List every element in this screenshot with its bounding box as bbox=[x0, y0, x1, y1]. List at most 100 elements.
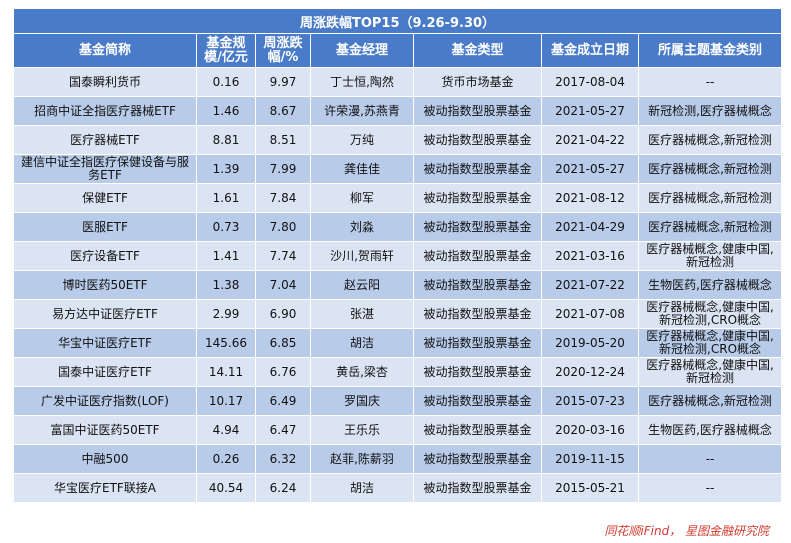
table-row: 医服ETF 0.73 7.80 刘淼 被动指数型股票基金 2021-04-29 医疗器械概念… bbox=[13, 212, 783, 242]
header-fund-manager: 基金经理 bbox=[310, 33, 414, 68]
cell-theme-category: 医疗器械概念,健康中国,新冠检测 bbox=[637, 241, 783, 271]
table-row: 国泰中证医疗ETF 14.11 6.76 黄岳,梁杏 被动指数型股票基金 2020-12-… bbox=[13, 357, 783, 387]
cell-weekly-change: 8.67 bbox=[255, 96, 311, 126]
cell-weekly-change: 7.04 bbox=[255, 270, 311, 300]
cell-inception-date: 2020-03-16 bbox=[541, 415, 639, 445]
cell-weekly-change: 6.24 bbox=[255, 473, 311, 503]
table-title-row: 周涨跌幅TOP15（9.26-9.30） bbox=[12, 8, 783, 34]
cell-fund-type: 被动指数型股票基金 bbox=[413, 415, 542, 445]
cell-theme-category: 生物医药,医疗器械概念 bbox=[637, 270, 783, 300]
cell-fund-name: 中融500 bbox=[13, 444, 197, 474]
cell-fund-size: 1.38 bbox=[196, 270, 256, 300]
cell-fund-type: 被动指数型股票基金 bbox=[413, 212, 542, 242]
cell-fund-manager: 黄岳,梁杏 bbox=[310, 357, 414, 387]
cell-fund-size: 10.17 bbox=[196, 386, 256, 416]
cell-fund-manager: 赵菲,陈薪羽 bbox=[310, 444, 414, 474]
header-inception-date: 基金成立日期 bbox=[541, 33, 639, 68]
cell-fund-name: 招商中证全指医疗器械ETF bbox=[13, 96, 197, 126]
cell-fund-type: 被动指数型股票基金 bbox=[413, 270, 542, 300]
cell-fund-name: 建信中证全指医疗保健设备与服务ETF bbox=[13, 154, 197, 184]
cell-theme-category: -- bbox=[637, 67, 783, 97]
cell-theme-category: 生物医药,医疗器械概念 bbox=[637, 415, 783, 445]
cell-weekly-change: 6.76 bbox=[255, 357, 311, 387]
cell-inception-date: 2021-04-22 bbox=[541, 125, 639, 155]
cell-fund-name: 国泰中证医疗ETF bbox=[13, 357, 197, 387]
cell-fund-name: 医服ETF bbox=[13, 212, 197, 242]
table-row: 建信中证全指医疗保健设备与服务ETF 1.39 7.99 龚佳佳 被动指数型股票基金 20… bbox=[13, 154, 783, 184]
cell-fund-size: 0.26 bbox=[196, 444, 256, 474]
cell-theme-category: 医疗器械概念,新冠检测 bbox=[637, 183, 783, 213]
cell-fund-manager: 刘淼 bbox=[310, 212, 414, 242]
cell-fund-manager: 王乐乐 bbox=[310, 415, 414, 445]
cell-weekly-change: 8.51 bbox=[255, 125, 311, 155]
cell-theme-category: 医疗器械概念,健康中国,新冠检测,CRO概念 bbox=[637, 299, 783, 329]
cell-theme-category: 医疗器械概念,新冠检测 bbox=[637, 154, 783, 184]
cell-inception-date: 2021-04-29 bbox=[541, 212, 639, 242]
table-row: 医疗器械ETF 8.81 8.51 万纯 被动指数型股票基金 2021-04-22 医疗器械… bbox=[13, 125, 783, 155]
cell-weekly-change: 9.97 bbox=[255, 67, 311, 97]
header-fund-size: 基金规模/亿元 bbox=[196, 33, 256, 68]
table-row: 易方达中证医疗ETF 2.99 6.90 张湛 被动指数型股票基金 2021-07-08 医… bbox=[13, 299, 783, 329]
cell-inception-date: 2021-05-27 bbox=[541, 96, 639, 126]
cell-weekly-change: 6.49 bbox=[255, 386, 311, 416]
cell-fund-type: 被动指数型股票基金 bbox=[413, 183, 542, 213]
cell-theme-category: 医疗器械概念,新冠检测 bbox=[637, 386, 783, 416]
cell-inception-date: 2021-07-22 bbox=[541, 270, 639, 300]
cell-weekly-change: 6.47 bbox=[255, 415, 311, 445]
cell-fund-type: 货币市场基金 bbox=[413, 67, 542, 97]
table-title: 周涨跌幅TOP15（9.26-9.30） bbox=[12, 8, 783, 34]
cell-fund-name: 医疗设备ETF bbox=[13, 241, 197, 271]
cell-fund-size: 2.99 bbox=[196, 299, 256, 329]
header-theme-category: 所属主题基金类别 bbox=[637, 33, 783, 68]
cell-fund-name: 保健ETF bbox=[13, 183, 197, 213]
cell-fund-type: 被动指数型股票基金 bbox=[413, 299, 542, 329]
cell-inception-date: 2021-03-16 bbox=[541, 241, 639, 271]
cell-fund-size: 40.54 bbox=[196, 473, 256, 503]
header-fund-type: 基金类型 bbox=[413, 33, 542, 68]
cell-fund-manager: 胡洁 bbox=[310, 328, 414, 358]
cell-fund-manager: 龚佳佳 bbox=[310, 154, 414, 184]
cell-weekly-change: 6.90 bbox=[255, 299, 311, 329]
cell-inception-date: 2021-07-08 bbox=[541, 299, 639, 329]
cell-theme-category: 医疗器械概念,健康中国,新冠检测,CRO概念 bbox=[637, 328, 783, 358]
cell-fund-name: 富国中证医药50ETF bbox=[13, 415, 197, 445]
cell-fund-size: 1.39 bbox=[196, 154, 256, 184]
cell-inception-date: 2021-08-12 bbox=[541, 183, 639, 213]
cell-fund-manager: 胡洁 bbox=[310, 473, 414, 503]
table-row: 中融500 0.26 6.32 赵菲,陈薪羽 被动指数型股票基金 2019-11-15 -- bbox=[13, 444, 783, 474]
cell-fund-type: 被动指数型股票基金 bbox=[413, 154, 542, 184]
cell-fund-type: 被动指数型股票基金 bbox=[413, 328, 542, 358]
cell-theme-category: 医疗器械概念,新冠检测 bbox=[637, 125, 783, 155]
cell-fund-manager: 丁士恒,陶然 bbox=[310, 67, 414, 97]
cell-fund-size: 0.73 bbox=[196, 212, 256, 242]
table-row: 华宝医疗ETF联接A 40.54 6.24 胡洁 被动指数型股票基金 2015-05-21… bbox=[13, 473, 783, 503]
cell-fund-type: 被动指数型股票基金 bbox=[413, 125, 542, 155]
cell-fund-manager: 许荣漫,苏燕青 bbox=[310, 96, 414, 126]
cell-inception-date: 2015-07-23 bbox=[541, 386, 639, 416]
source-note: 同花顺iFind， 星图金融研究院 bbox=[604, 524, 769, 538]
cell-fund-manager: 万纯 bbox=[310, 125, 414, 155]
cell-fund-type: 被动指数型股票基金 bbox=[413, 241, 542, 271]
cell-fund-type: 被动指数型股票基金 bbox=[413, 357, 542, 387]
table-row: 国泰瞬利货币 0.16 9.97 丁士恒,陶然 货币市场基金 2017-08-04 -- bbox=[13, 67, 783, 97]
cell-fund-name: 国泰瞬利货币 bbox=[13, 67, 197, 97]
cell-weekly-change: 7.84 bbox=[255, 183, 311, 213]
cell-theme-category: -- bbox=[637, 473, 783, 503]
cell-fund-size: 145.66 bbox=[196, 328, 256, 358]
cell-fund-type: 被动指数型股票基金 bbox=[413, 96, 542, 126]
cell-fund-size: 4.94 bbox=[196, 415, 256, 445]
cell-weekly-change: 7.99 bbox=[255, 154, 311, 184]
cell-inception-date: 2019-11-15 bbox=[541, 444, 639, 474]
cell-fund-name: 易方达中证医疗ETF bbox=[13, 299, 197, 329]
cell-inception-date: 2020-12-24 bbox=[541, 357, 639, 387]
header-fund-name: 基金简称 bbox=[13, 33, 197, 68]
table-body: 国泰瞬利货币 0.16 9.97 丁士恒,陶然 货币市场基金 2017-08-04 -- 招商… bbox=[13, 67, 783, 503]
cell-inception-date: 2015-05-21 bbox=[541, 473, 639, 503]
cell-theme-category: 新冠检测,医疗器械概念 bbox=[637, 96, 783, 126]
cell-inception-date: 2017-08-04 bbox=[541, 67, 639, 97]
cell-inception-date: 2021-05-27 bbox=[541, 154, 639, 184]
cell-fund-type: 被动指数型股票基金 bbox=[413, 386, 542, 416]
cell-weekly-change: 7.74 bbox=[255, 241, 311, 271]
cell-fund-size: 14.11 bbox=[196, 357, 256, 387]
cell-fund-size: 1.61 bbox=[196, 183, 256, 213]
